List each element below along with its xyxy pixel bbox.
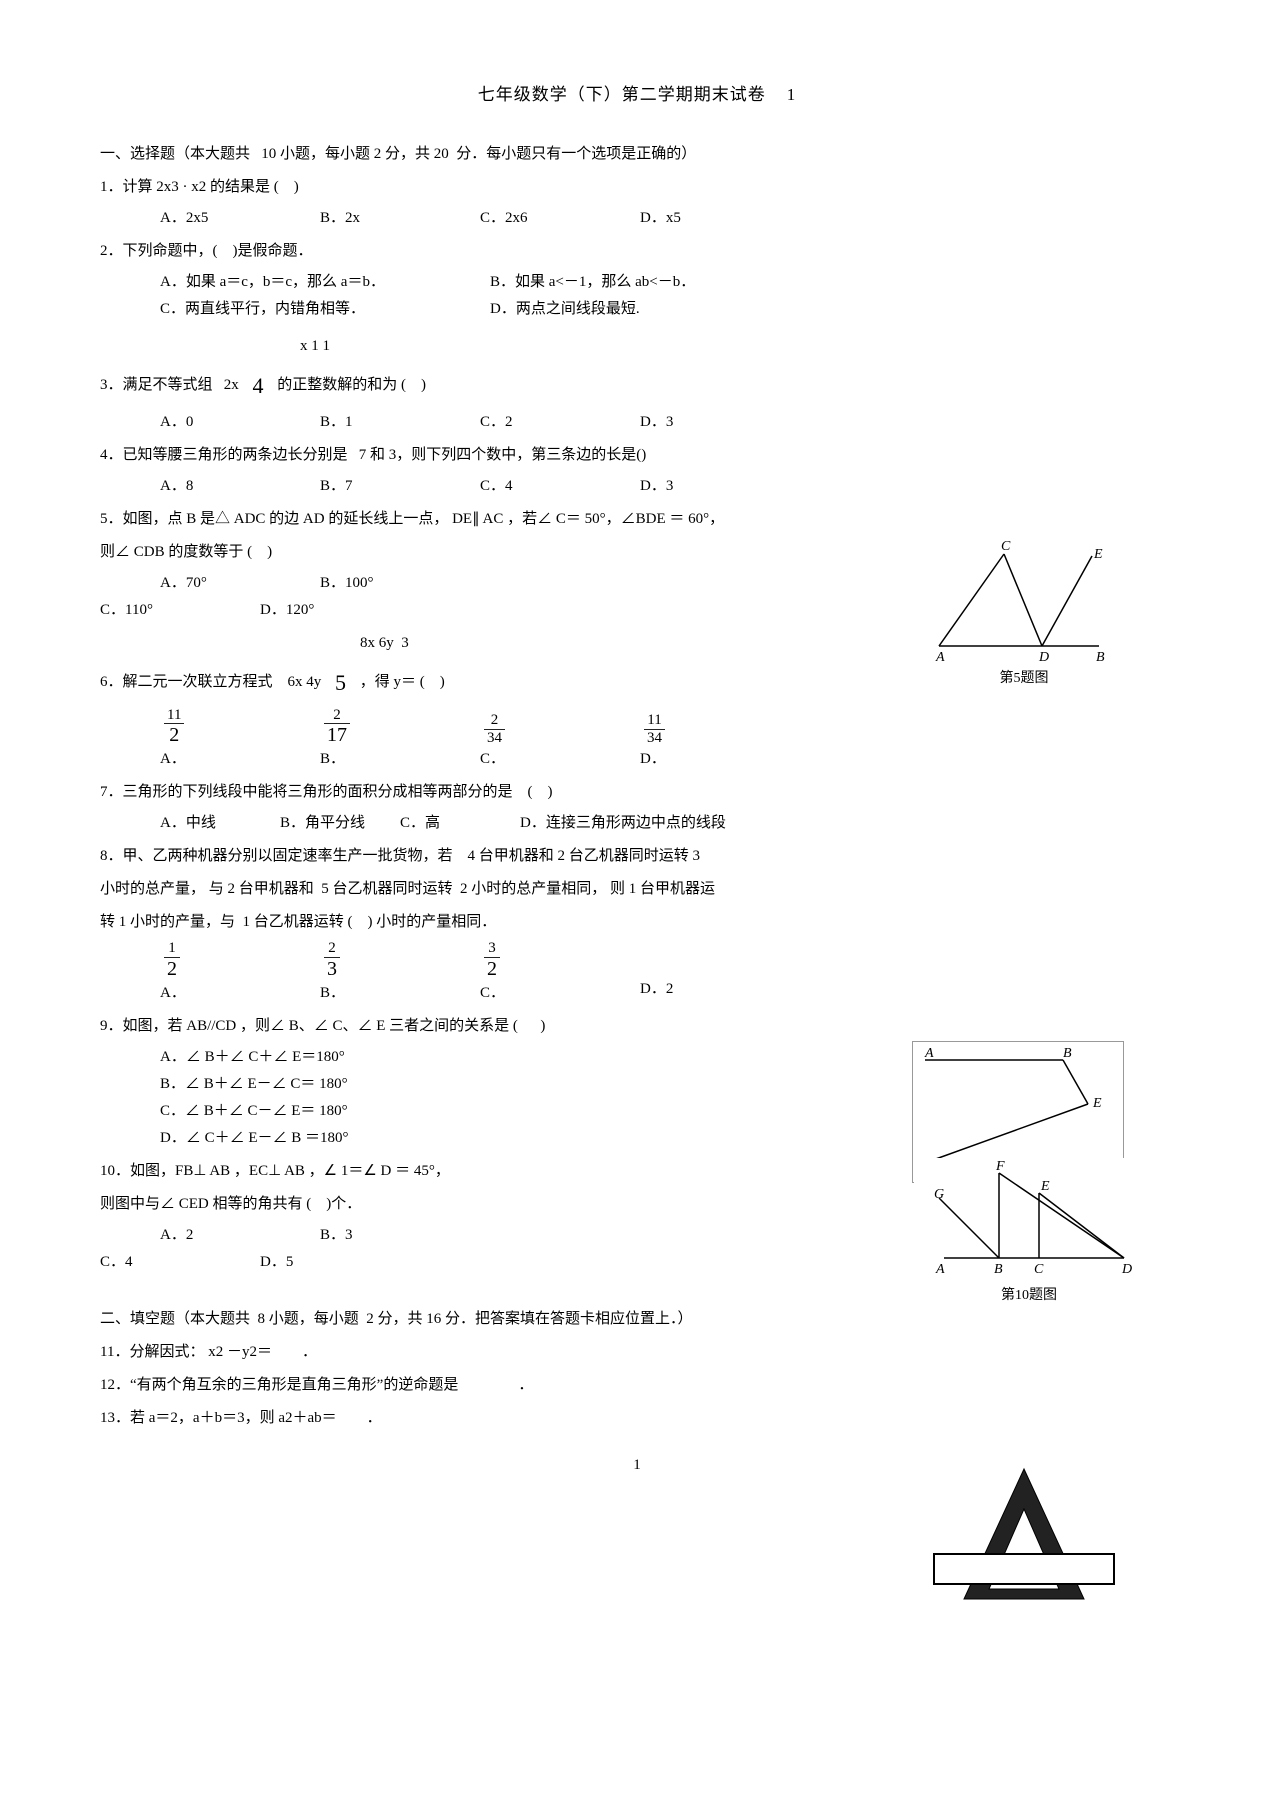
question-9: 9．如图，若 AB//CD ，则∠ B、∠ C、∠ E 三者之间的关系是 ( ) xyxy=(100,1013,1174,1040)
q2-opt-d: D．两点之间线段最短. xyxy=(490,296,640,323)
svg-text:D: D xyxy=(1121,1262,1132,1277)
question-12: 12．“有两个角互余的三角形是直角三角形”的逆命题是 ． xyxy=(100,1372,1174,1399)
figure-q10: F E G A B C D 第10题图 xyxy=(914,1158,1144,1308)
q3-opt-d: D．3 xyxy=(640,409,800,436)
svg-text:C: C xyxy=(1001,539,1011,554)
question-11: 11．分解因式： x2 －y2＝ ． xyxy=(100,1339,1174,1366)
q3-suffix: 的正整数解的和为 ( ) xyxy=(277,377,426,393)
q8-opt-d: D．2 xyxy=(640,976,800,1007)
q7-opt-a: A．中线 xyxy=(160,810,280,837)
q4-opt-c: C．4 xyxy=(480,473,640,500)
svg-text:E: E xyxy=(1040,1179,1050,1194)
q5-opt-d: D．120° xyxy=(260,597,420,624)
q4-opt-b: B．7 xyxy=(320,473,480,500)
question-1-options: A．2x5 B．2x C．2x6 D．x5 xyxy=(100,205,1174,232)
question-5-line1: 5．如图，点 B 是△ ADC 的边 AD 的延长线上一点， DE∥ AC ，若… xyxy=(100,506,1174,533)
question-4-options: A．8 B．7 C．4 D．3 xyxy=(100,473,1174,500)
q5-opt-c: C．110° xyxy=(100,597,260,624)
svg-text:E: E xyxy=(1093,547,1103,562)
question-2: 2．下列命题中，( )是假命题． xyxy=(100,238,1174,265)
q1-opt-c: C．2x6 xyxy=(480,205,640,232)
q6-suffix: ，得 y＝ ( ) xyxy=(360,674,445,690)
q7-opt-d: D．连接三角形两边中点的线段 xyxy=(520,810,780,837)
question-6: 6．解二元一次联立方程式 6x 4y 5 ，得 y＝ ( ) xyxy=(100,663,1174,703)
svg-text:A: A xyxy=(924,1046,934,1061)
question-3: 3．满足不等式组 2x 4 的正整数解的和为 ( ) xyxy=(100,366,1174,406)
svg-text:G: G xyxy=(934,1187,944,1202)
q4-opt-d: D．3 xyxy=(640,473,800,500)
question-3-options: A．0 B．1 C．2 D．3 xyxy=(100,409,1174,436)
question-4: 4．已知等腰三角形的两条边长分别是 7 和 3，则下列四个数中，第三条边的长是(… xyxy=(100,442,1174,469)
q6-opt-c: 234 C． xyxy=(480,712,640,773)
svg-text:B: B xyxy=(1063,1046,1072,1061)
svg-text:C: C xyxy=(1034,1262,1044,1277)
q8-opt-c: 32 C． xyxy=(480,940,640,1007)
exam-title: 七年级数学（下）第二学期期末试卷 1 xyxy=(100,80,1174,111)
q10-opt-a: A．2 xyxy=(160,1222,320,1249)
q6-system-bottom: 5 xyxy=(335,670,346,695)
svg-text:E: E xyxy=(1092,1096,1102,1111)
question-6-options: 112 A． 217 B． 234 C． 1134 D． xyxy=(100,707,1174,774)
q6-opt-d: 1134 D． xyxy=(640,712,800,773)
q4-opt-a: A．8 xyxy=(160,473,320,500)
q1-opt-a: A．2x5 xyxy=(160,205,320,232)
figure-q10-caption: 第10题图 xyxy=(914,1283,1144,1308)
q3-prefix: 3．满足不等式组 2x xyxy=(100,377,239,393)
q6-opt-a: 112 A． xyxy=(160,707,320,774)
q2-opt-c: C．两直线平行，内错角相等． xyxy=(160,296,490,323)
section-2-header: 二、填空题（本大题共 8 小题，每小题 2 分，共 16 分．把答案填在答题卡相… xyxy=(100,1306,1174,1333)
q3-system-top: x 1 1 xyxy=(100,333,1174,360)
q6-opt-b: 217 B． xyxy=(320,707,480,774)
question-8-line3: 转 1 小时的产量，与 1 台乙机器运转 ( ) 小时的产量相同． xyxy=(100,909,1174,936)
question-7: 7．三角形的下列线段中能将三角形的面积分成相等两部分的是 ( ) xyxy=(100,779,1174,806)
q8-opt-b: 23 B． xyxy=(320,940,480,1007)
q10-opt-c: C．4 xyxy=(100,1249,260,1276)
question-8-line2: 小时的总产量， 与 2 台甲机器和 5 台乙机器同时运转 2 小时的总产量相同，… xyxy=(100,876,1174,903)
svg-text:F: F xyxy=(995,1159,1005,1174)
section-1-header: 一、选择题（本大题共 10 小题，每小题 2 分，共 20 分．每小题只有一个选… xyxy=(100,141,1174,168)
q3-opt-a: A．0 xyxy=(160,409,320,436)
question-1: 1．计算 2x3 · x2 的结果是 ( ) xyxy=(100,174,1174,201)
q5-opt-a: A．70° xyxy=(160,570,320,597)
q2-opt-a: A．如果 a＝c，b＝c，那么 a＝b． xyxy=(160,269,490,296)
q3-system-bottom: 4 xyxy=(253,373,264,398)
svg-text:B: B xyxy=(994,1262,1003,1277)
q10-opt-d: D．5 xyxy=(260,1249,420,1276)
question-2-options: A．如果 a＝c，b＝c，那么 a＝b． B．如果 a<－1，那么 ab<－b．… xyxy=(100,269,1174,323)
q8-opt-a: 12 A． xyxy=(160,940,320,1007)
svg-text:A: A xyxy=(935,1262,945,1277)
q7-opt-b: B．角平分线 xyxy=(280,810,400,837)
q5-opt-b: B．100° xyxy=(320,570,480,597)
question-8-line1: 8．甲、乙两种机器分别以固定速率生产一批货物，若 4 台甲机器和 2 台乙机器同… xyxy=(100,843,1174,870)
question-13: 13．若 a＝2，a＋b＝3，则 a2＋ab＝ ． xyxy=(100,1405,1174,1432)
figure-bottom xyxy=(924,1459,1124,1629)
q3-opt-b: B．1 xyxy=(320,409,480,436)
question-7-options: A．中线 B．角平分线 C．高 D．连接三角形两边中点的线段 xyxy=(100,810,1174,837)
q10-opt-b: B．3 xyxy=(320,1222,480,1249)
q2-opt-b: B．如果 a<－1，那么 ab<－b． xyxy=(490,269,695,296)
q1-opt-d: D．x5 xyxy=(640,205,800,232)
question-8-options: 12 A． 23 B． 32 C． D．2 xyxy=(100,940,1174,1007)
q6-prefix: 6．解二元一次联立方程式 6x 4y xyxy=(100,674,321,690)
q3-opt-c: C．2 xyxy=(480,409,640,436)
q1-opt-b: B．2x xyxy=(320,205,480,232)
q7-opt-c: C．高 xyxy=(400,810,520,837)
